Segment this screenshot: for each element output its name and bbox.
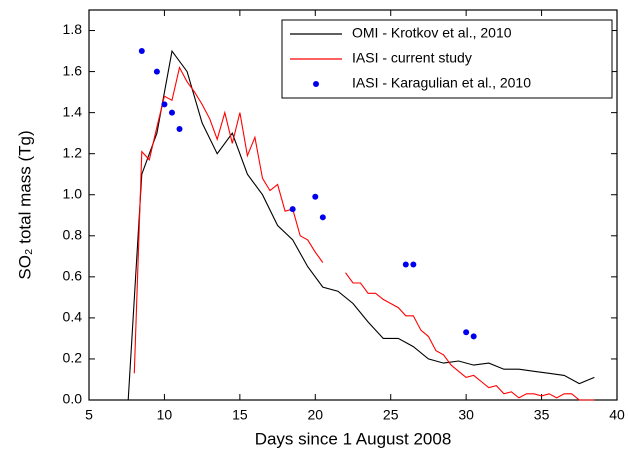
x-tick-label: 15 — [232, 407, 248, 423]
series-line — [127, 49, 595, 401]
point — [410, 261, 417, 268]
x-tick-label: 25 — [383, 407, 399, 423]
plot-frame — [88, 9, 618, 401]
point — [319, 214, 326, 221]
series-line — [133, 65, 595, 401]
y-tick-label: 1.4 — [63, 103, 83, 119]
point — [176, 126, 183, 133]
point — [463, 329, 470, 336]
x-axis-label: Days since 1 August 2008 — [255, 429, 452, 448]
x-tick-label: 30 — [458, 407, 474, 423]
y-tick-label: 0.4 — [63, 309, 83, 325]
y-tick-label: 1.2 — [63, 144, 83, 160]
y-tick-label: 0.0 — [63, 391, 83, 407]
x-tick-label: 40 — [609, 407, 625, 423]
point — [289, 206, 296, 213]
point — [153, 68, 160, 75]
point — [470, 333, 477, 340]
x-tick-label: 20 — [307, 407, 323, 423]
y-axis-label: SO₂ total mass (Tg) — [15, 130, 34, 279]
y-tick-label: 1.6 — [63, 62, 83, 78]
point — [402, 261, 409, 268]
point — [161, 101, 168, 108]
point — [138, 48, 145, 55]
legend-label: IASI - Karagulian et al., 2010 — [352, 75, 531, 91]
point — [168, 109, 175, 116]
y-tick-label: 0.6 — [63, 268, 83, 284]
y-tick-label: 0.8 — [63, 226, 83, 242]
legend-swatch — [313, 81, 319, 87]
x-tick-label: 10 — [157, 407, 173, 423]
x-tick-label: 5 — [85, 407, 93, 423]
legend-label: OMI - Krotkov et al., 2010 — [352, 25, 512, 41]
y-tick-label: 0.2 — [63, 350, 83, 366]
legend-label: IASI - current study — [352, 50, 472, 66]
y-tick-label: 1.8 — [63, 21, 83, 37]
y-tick-label: 1.0 — [63, 185, 83, 201]
x-tick-label: 35 — [534, 407, 550, 423]
point — [312, 193, 319, 200]
